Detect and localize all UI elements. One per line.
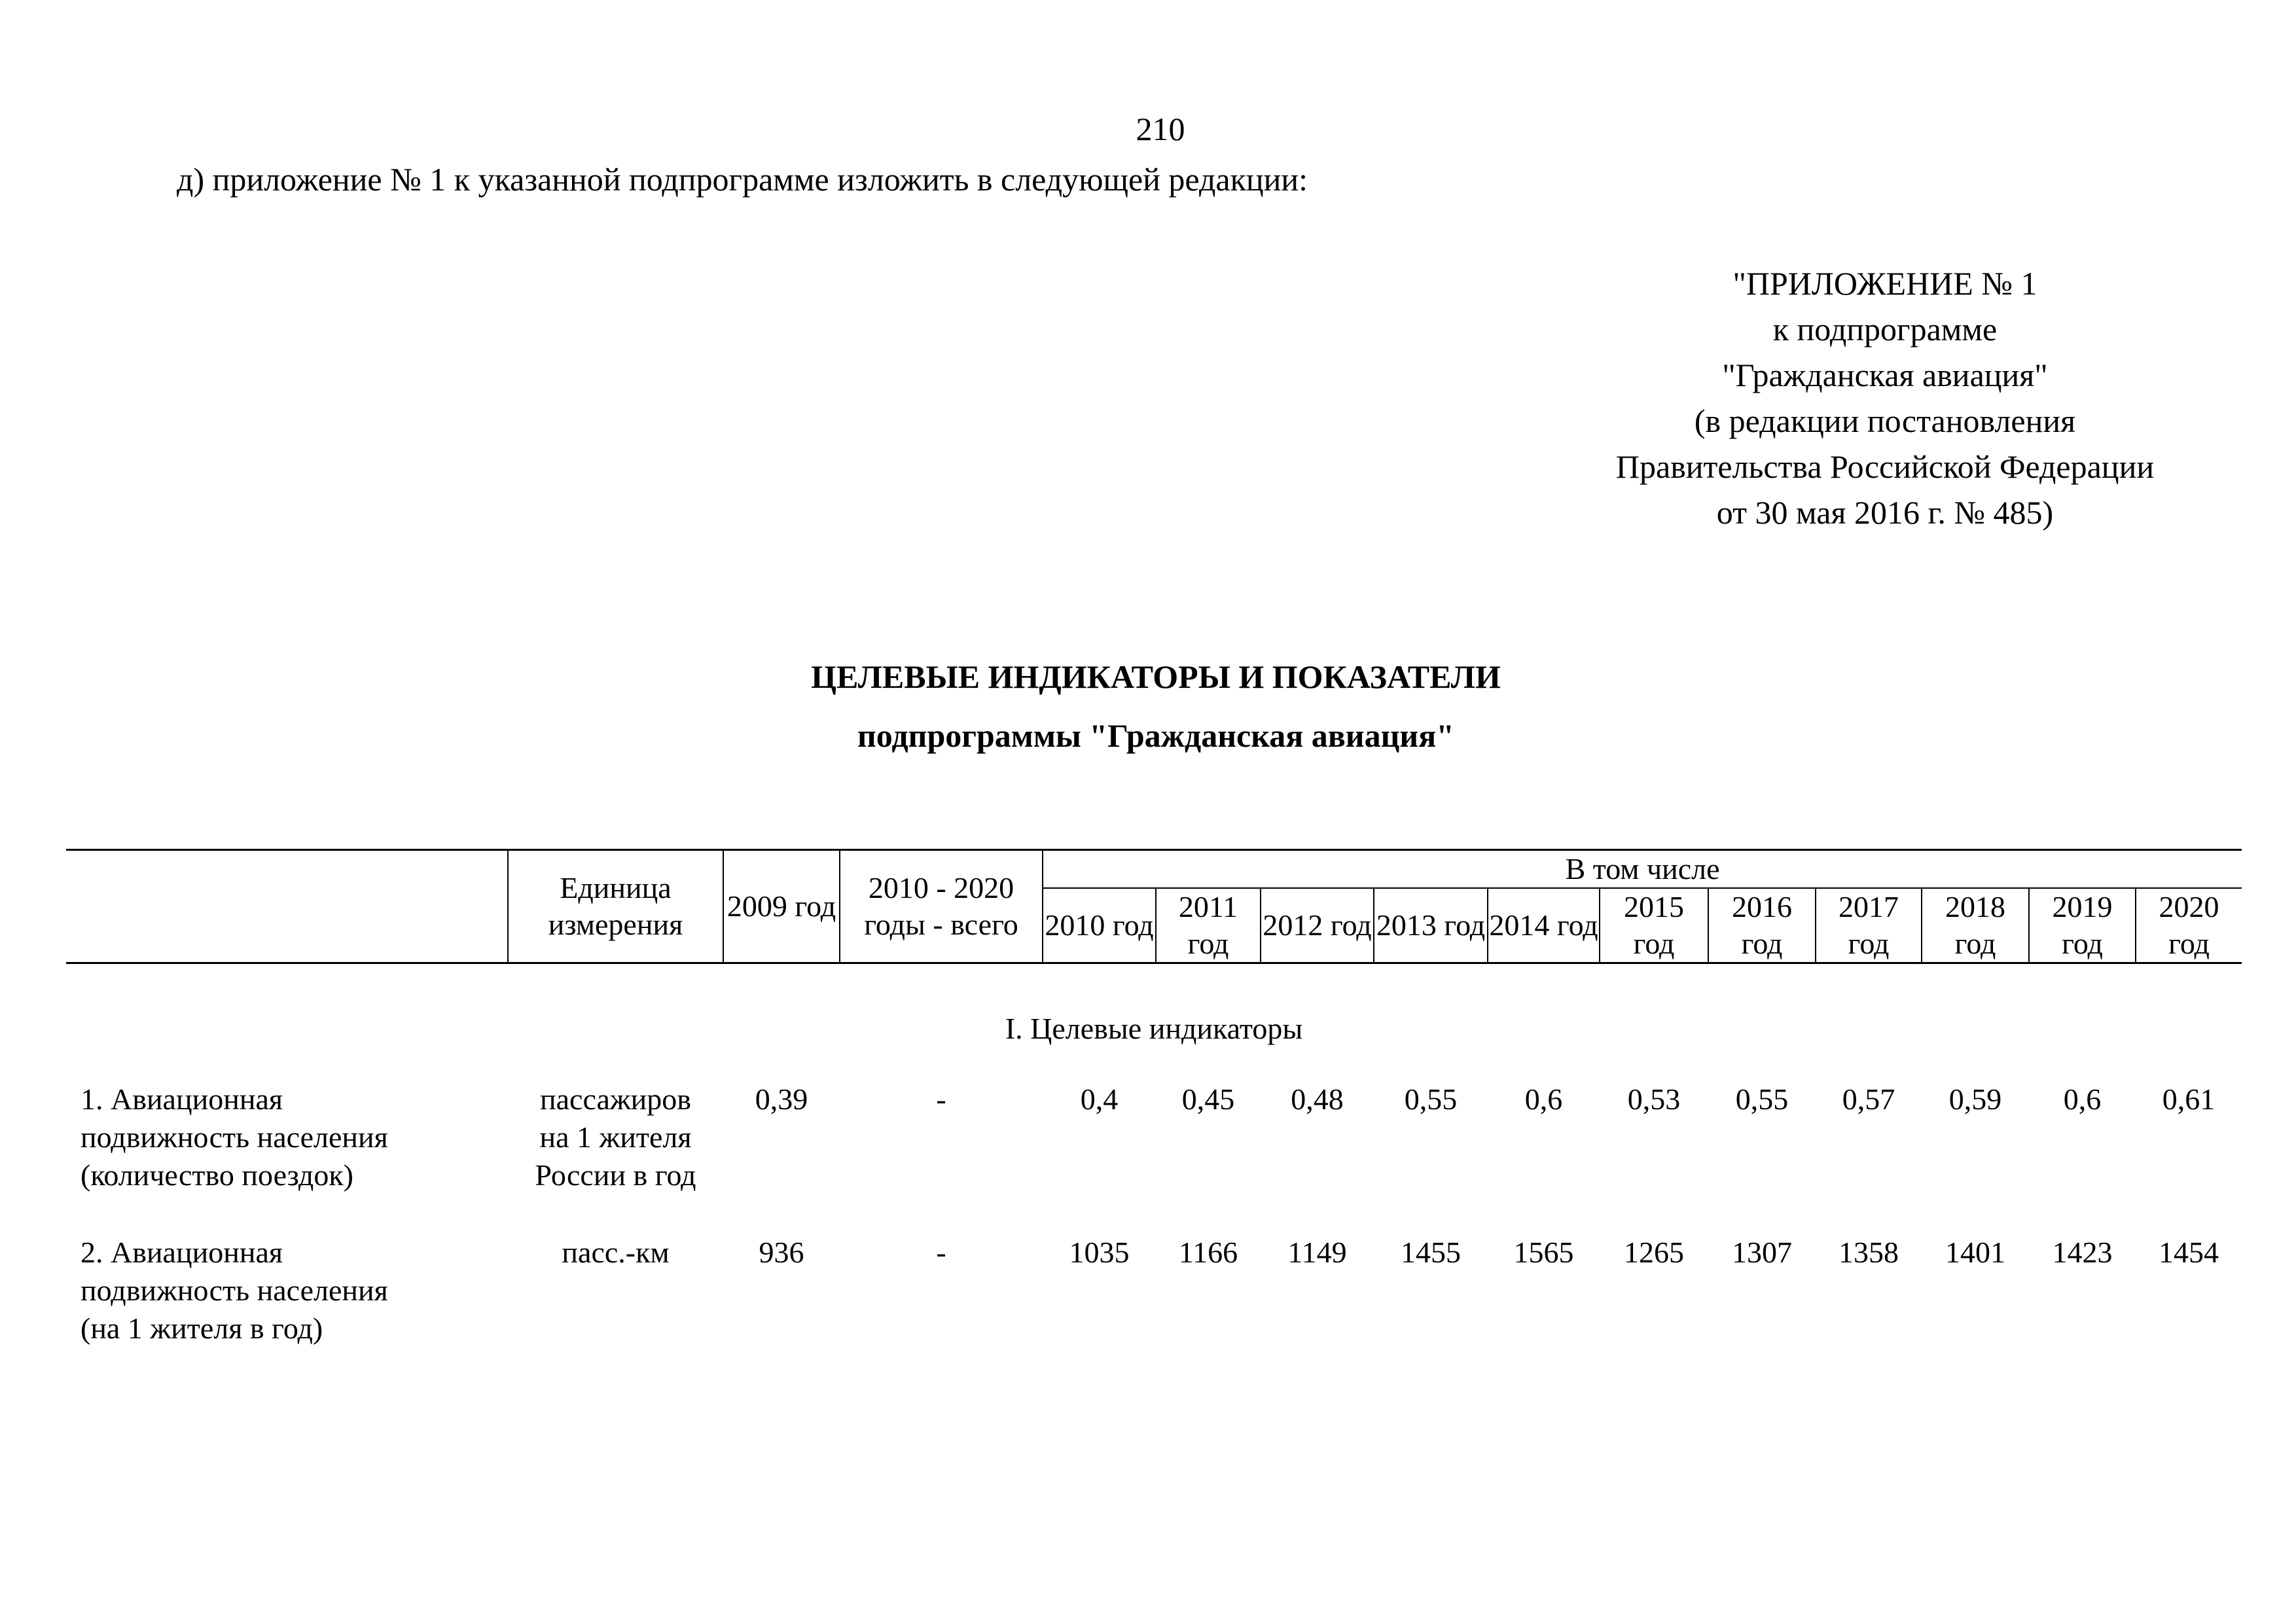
appendix-line: от 30 мая 2016 г. № 485) [1716,494,2054,531]
document-title: ЦЕЛЕВЫЕ ИНДИКАТОРЫ И ПОКАЗАТЕЛИ [811,658,1501,695]
year-value: 1454 [2159,1236,2219,1269]
year-value: 1265 [1624,1236,1684,1269]
year-value: 1565 [1513,1236,1574,1269]
header-indicator [66,849,509,964]
intro-text: д) приложение № 1 к указанной подпрограм… [177,161,1308,198]
indicator-name-line: подвижность населения [81,1120,388,1154]
year-value: 0,4 [1080,1082,1119,1116]
year-value: 1149 [1287,1236,1347,1269]
unit-line: на 1 жителя [539,1120,692,1154]
year-value: 1423 [2052,1236,2113,1269]
header-year: 2019 год [2028,887,2136,964]
header-including: В том числе [1041,849,2242,889]
unit-line: пассажиров [540,1082,691,1116]
indicator-name: 2. Авиационная подвижность населения (на 1… [66,1234,508,1387]
header-total: 2010 - 2020 годы - всего [839,849,1043,964]
table-row: 2. Авиационная подвижность населения (на 1… [66,1234,2242,1387]
appendix-line: (в редакции постановления [1694,402,2076,439]
year-value: 1358 [1839,1236,1899,1269]
header-year: 2015 год [1599,887,1709,964]
header-year: 2012 год [1260,887,1374,964]
year-value: 0,55 [1735,1082,1789,1116]
indicator-name-line: 2. Авиационная [81,1236,283,1269]
unit-line: пасс.-км [562,1236,670,1269]
year-value: 0,57 [1842,1082,1895,1116]
year-value: 1035 [1069,1236,1130,1269]
header-unit: Единица измерения [507,849,724,964]
header-year: 2018 год [1921,887,2030,964]
indicator-name-line: 1. Авиационная [81,1082,283,1116]
indicators-table: Единица измерения 2009 год 2010 - 2020 г… [66,849,2242,1387]
year-value: 1401 [1945,1236,2005,1269]
appendix-line: "ПРИЛОЖЕНИЕ № 1 [1732,265,2037,302]
year-value: 1455 [1401,1236,1461,1269]
indicator-name-line: (на 1 жителя в год) [81,1311,323,1345]
page-number: 210 [1136,111,1185,147]
base-year-value: 0,39 [755,1082,808,1116]
table-row: 1. Авиационная подвижность населения (коли… [66,1080,2242,1234]
total-value: - [936,1236,946,1269]
year-value: 0,45 [1181,1082,1235,1116]
year-value: 0,6 [2063,1082,2102,1116]
document-subtitle: подпрограммы "Гражданская авиация" [857,717,1455,754]
header-year: 2013 год [1373,887,1488,964]
year-value: 1166 [1178,1236,1238,1269]
unit-cell: пассажиров на 1 жителя России в год [508,1080,723,1234]
year-value: 0,6 [1524,1082,1563,1116]
unit-line: России в год [535,1158,696,1192]
appendix-line: к подпрограмме [1772,311,1998,348]
header-year: 2020 год [2134,887,2242,964]
header-year: 2011 год [1155,887,1261,964]
unit-cell: пасс.-км [508,1234,723,1387]
header-year: 2010 год [1042,887,1157,964]
year-value: 0,59 [1948,1082,2002,1116]
section-heading: I. Целевые индикаторы [1005,1012,1303,1045]
appendix-line: Правительства Российской Федерации [1615,448,2155,485]
header-year: 2017 год [1815,887,1922,964]
indicator-name-line: подвижность населения [81,1274,388,1307]
year-value: 0,53 [1627,1082,1681,1116]
appendix-line: "Гражданская авиация" [1722,357,2048,393]
header-year: 2014 год [1487,887,1600,964]
year-value: 0,61 [2162,1082,2215,1116]
indicator-name: 1. Авиационная подвижность населения (коли… [66,1080,508,1234]
indicator-name-line: (количество поездок) [81,1158,353,1192]
year-value: 1307 [1732,1236,1792,1269]
header-year: 2016 год [1708,887,1816,964]
total-value: - [936,1082,946,1116]
year-value: 0,55 [1404,1082,1458,1116]
header-base-year: 2009 год [723,849,840,964]
year-value: 0,48 [1291,1082,1344,1116]
base-year-value: 936 [759,1236,804,1269]
appendix-block: "ПРИЛОЖЕНИЕ № 1 к подпрограмме "Гражданс… [1525,260,2245,535]
